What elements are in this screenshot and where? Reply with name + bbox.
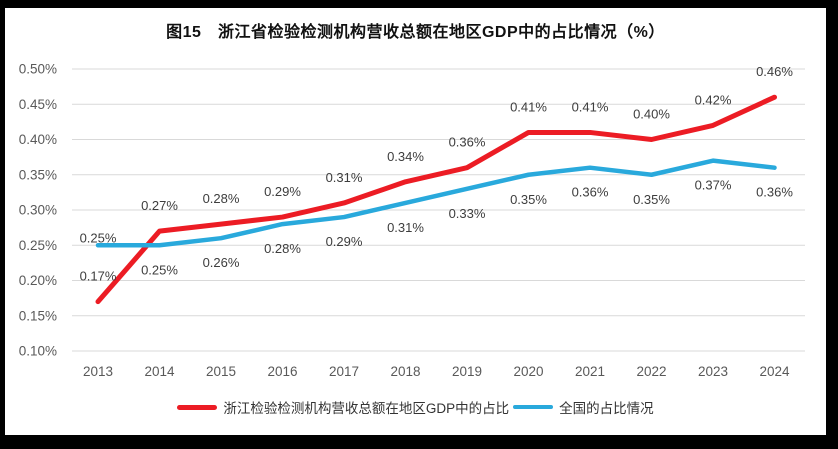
x-tick-label: 2021 xyxy=(575,364,605,379)
data-label: 0.26% xyxy=(203,255,240,270)
y-tick-label: 0.15% xyxy=(19,308,57,323)
chart-frame: 图15 浙江省检验检测机构营收总额在地区GDP中的占比情况（%） 0.50% 0.… xyxy=(5,8,826,435)
y-tick-label: 0.35% xyxy=(19,167,57,182)
data-label: 0.40% xyxy=(633,107,670,122)
chart-title: 图15 浙江省检验检测机构营收总额在地区GDP中的占比情况（%） xyxy=(166,24,665,41)
legend-item-zhejiang[interactable]: 浙江检验检测机构营收总额在地区GDP中的占比 xyxy=(177,397,509,417)
data-label: 0.46% xyxy=(756,64,793,79)
x-tick-label: 2013 xyxy=(83,364,113,379)
legend-label-zhejiang: 浙江检验检测机构营收总额在地区GDP中的占比 xyxy=(223,401,510,416)
data-label: 0.31% xyxy=(326,170,363,185)
series-line-0[interactable] xyxy=(95,94,777,305)
data-label: 0.29% xyxy=(264,184,301,199)
data-label: 0.36% xyxy=(756,185,793,200)
data-label: 0.27% xyxy=(141,198,178,213)
data-label: 0.42% xyxy=(695,92,732,107)
y-tick-label: 0.45% xyxy=(19,97,57,112)
x-tick-label: 2015 xyxy=(206,364,236,379)
data-label: 0.17% xyxy=(80,269,117,284)
y-tick-label: 0.25% xyxy=(19,238,57,253)
legend-label-national: 全国的占比情况 xyxy=(559,401,654,416)
x-tick-label: 2023 xyxy=(698,364,728,379)
data-label: 0.35% xyxy=(633,192,670,207)
chart-legend: 浙江检验检测机构营收总额在地区GDP中的占比 全国的占比情况 xyxy=(5,396,826,418)
data-label: 0.25% xyxy=(80,230,117,245)
x-tick-label: 2017 xyxy=(329,364,359,379)
data-label: 0.29% xyxy=(326,234,363,249)
data-label: 0.37% xyxy=(695,178,732,193)
data-label: 0.36% xyxy=(449,135,486,150)
legend-line-swatch-red xyxy=(177,404,218,410)
x-tick-label: 2018 xyxy=(390,364,420,379)
x-tick-label: 2014 xyxy=(144,364,175,379)
data-label: 0.41% xyxy=(510,99,547,114)
y-tick-label: 0.40% xyxy=(19,132,57,147)
series-line-1[interactable] xyxy=(95,158,777,248)
data-label: 0.35% xyxy=(510,192,547,207)
data-label: 0.28% xyxy=(203,191,240,206)
x-tick-label: 2020 xyxy=(513,364,543,379)
legend-item-national[interactable]: 全国的占比情况 xyxy=(513,397,654,417)
data-label: 0.34% xyxy=(387,149,424,164)
legend-line-swatch-blue xyxy=(513,404,554,410)
y-tick-label: 0.10% xyxy=(19,344,57,359)
data-label: 0.36% xyxy=(572,185,609,200)
data-label: 0.25% xyxy=(141,262,178,277)
x-tick-label: 2022 xyxy=(636,364,666,379)
line-chart: 0.50% 0.45% 0.40% 0.35% 0.30% 0.25% 0.20% 0.15%… xyxy=(19,62,805,379)
data-label: 0.28% xyxy=(264,241,301,256)
data-label: 0.33% xyxy=(449,206,486,221)
data-label: 0.41% xyxy=(572,99,609,114)
x-tick-label: 2016 xyxy=(267,364,297,379)
x-tick-label: 2019 xyxy=(452,364,482,379)
y-tick-label: 0.20% xyxy=(19,273,57,288)
y-tick-label: 0.50% xyxy=(19,62,57,77)
data-label: 0.31% xyxy=(387,220,424,235)
y-tick-label: 0.30% xyxy=(19,203,57,218)
x-tick-label: 2024 xyxy=(759,364,790,379)
